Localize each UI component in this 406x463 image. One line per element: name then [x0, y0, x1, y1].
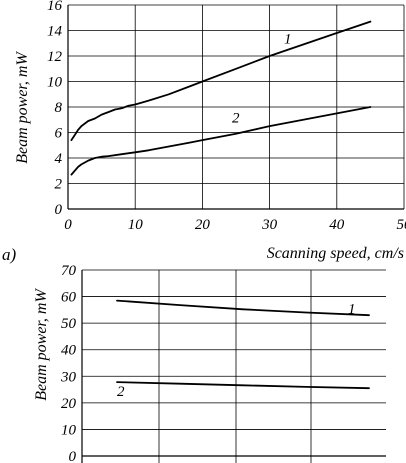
chart-a-x-tick-label: 0: [64, 217, 72, 233]
chart-a-y-ticks: 0 2 4 6 8 10 12 14 16: [47, 0, 63, 218]
chart-a-x-tick-label: 10: [128, 217, 144, 233]
chart-b-y-tick-label: 10: [61, 422, 77, 438]
chart-a-y-tick-label: 14: [47, 24, 63, 40]
chart-b-y-tick-label: 40: [61, 343, 77, 359]
chart-a-gridlines: [67, 4, 405, 210]
chart-b-y-tick-label: 60: [61, 290, 77, 306]
chart-a-y-axis-title: Beam power, mW: [14, 51, 31, 164]
chart-a-series-1-label: 1: [284, 31, 292, 47]
chart-a-y-tick-label: 10: [47, 75, 63, 91]
chart-a-x-tick-label: 40: [329, 217, 345, 233]
chart-a-y-tick-label: 8: [55, 100, 63, 116]
chart-a-series-1-line: [70, 20, 372, 141]
chart-a-x-tick-label: 30: [261, 217, 278, 233]
chart-b-series-2-line: [116, 381, 370, 390]
chart-a-series-2-label: 2: [232, 110, 240, 126]
chart-a-x-tick-label: 20: [195, 217, 211, 233]
chart-b-y-tick-label: 50: [61, 316, 77, 332]
chart-a-y-tick-label: 6: [55, 126, 63, 142]
chart-a-x-axis-title: Scanning speed, cm/s: [267, 245, 404, 262]
chart-b-y-tick-label: 0: [69, 449, 77, 463]
chart-b-gridlines: [81, 269, 386, 463]
chart-a-series-2-line: [70, 106, 372, 176]
chart-a-y-tick-label: 2: [55, 177, 63, 193]
chart-a-y-tick-label: 12: [47, 49, 63, 65]
chart-a-y-tick-label: 0: [55, 202, 63, 218]
chart-b-series-1-label: 1: [348, 302, 356, 318]
chart-b-y-ticks: 0 10 20 30 40 50 60 70: [60, 263, 77, 463]
chart-a-y-tick-label: 16: [47, 0, 63, 14]
chart-a-panel-label: a): [2, 245, 17, 264]
chart-b-y-tick-label: 70: [61, 263, 77, 279]
chart-a-x-tick-label: 50: [397, 217, 406, 233]
chart-b-y-axis-title: Beam power, mW: [33, 288, 50, 401]
chart-b-series-1-line: [116, 299, 370, 317]
chart-a-series: 12: [70, 20, 372, 176]
chart-b-y-tick-label: 20: [61, 396, 77, 412]
chart-b-series-2-label: 2: [117, 384, 125, 400]
chart-a-y-tick-label: 4: [55, 151, 63, 167]
chart-b-y-tick-label: 30: [60, 369, 77, 385]
chart-a-x-ticks: 0 10 20 30 40 50: [64, 217, 406, 233]
chart-b-series: 12: [116, 299, 370, 400]
